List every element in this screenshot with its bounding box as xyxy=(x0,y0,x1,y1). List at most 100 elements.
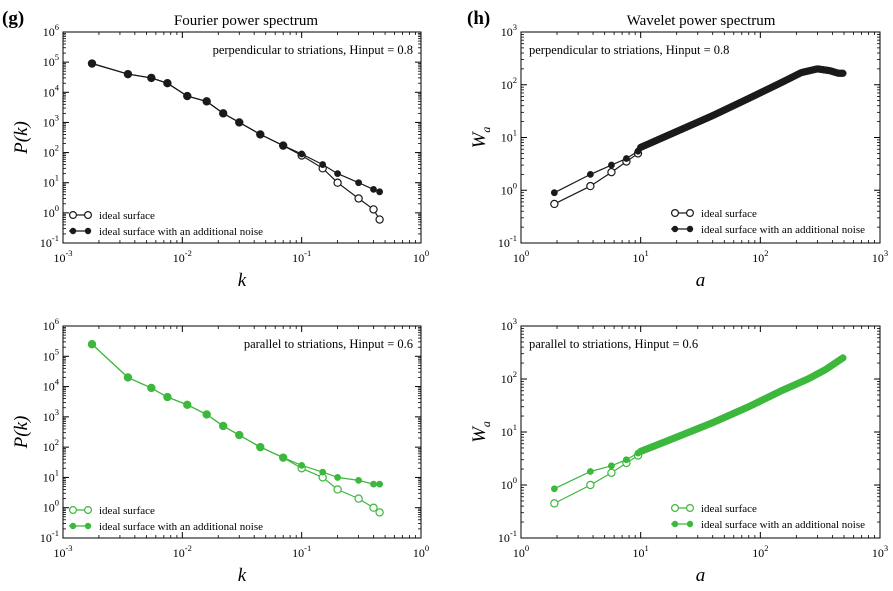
legend-marker xyxy=(670,504,679,513)
data-point xyxy=(634,449,642,457)
dense-data-point xyxy=(839,69,847,77)
series-line-2 xyxy=(91,343,380,485)
plot-wavelet-perpendicular: 100 101 102 10310-1100101102103aWaperpendic… xyxy=(469,22,888,291)
data-point xyxy=(219,422,227,430)
plot-wavelet-parallel: 100 101 102 10310-1100101102103aWaparallel … xyxy=(469,316,888,586)
x-axis-label: k xyxy=(238,270,247,291)
data-point xyxy=(586,468,594,475)
plot-frame xyxy=(62,325,422,539)
legend-marker xyxy=(69,227,77,235)
plot-fourier-perpendicular: 10-3 10-2 10-1 100 10-1 100 101 102 103 104 105 106… xyxy=(11,22,429,291)
x-tick-label: 10-2 xyxy=(173,248,192,265)
data-point xyxy=(124,70,132,78)
legend-marker xyxy=(84,227,92,235)
y-tick-label: 102 xyxy=(501,369,517,386)
data-point xyxy=(550,189,558,197)
legend-label: ideal surface with an additional noise xyxy=(701,519,865,531)
panel-label-h: (h) xyxy=(467,8,490,29)
annotation-text: perpendicular to striations, Hinput = 0.… xyxy=(213,43,413,57)
y-axis-label: Wa xyxy=(469,127,493,149)
legend-label: ideal surface with an additional noise xyxy=(99,226,263,238)
data-point xyxy=(319,161,327,168)
x-axis-label: k xyxy=(238,565,247,586)
x-tick-label: 10-1 xyxy=(292,248,311,265)
y-tick-label: 10-1 xyxy=(498,528,517,545)
data-point xyxy=(319,468,327,476)
y-tick-label: 104 xyxy=(43,377,60,394)
legend-label: ideal surface xyxy=(99,505,155,517)
panel-title-h: Wavelet power spectrum xyxy=(627,13,776,29)
x-tick-label: 10-3 xyxy=(53,543,72,560)
data-point xyxy=(235,431,243,439)
y-tick-label: 101 xyxy=(43,467,59,484)
data-point xyxy=(550,199,559,209)
y-tick-label: 102 xyxy=(43,143,59,160)
data-point xyxy=(375,215,384,224)
y-tick-label: 106 xyxy=(43,316,59,333)
x-axis-label: a xyxy=(696,270,706,291)
data-point xyxy=(235,119,243,126)
legend-marker xyxy=(83,211,92,220)
data-point xyxy=(88,60,96,67)
legend-label: ideal surface xyxy=(99,210,155,222)
x-tick-label: 100 xyxy=(413,543,429,560)
data-point xyxy=(298,461,306,469)
x-tick-label: 101 xyxy=(633,543,649,560)
legend-marker xyxy=(68,506,77,515)
annotation-text: perpendicular to striations, Hinput = 0.… xyxy=(529,43,729,57)
data-point xyxy=(279,454,287,462)
data-point xyxy=(607,468,616,477)
legend-marker xyxy=(686,225,694,233)
y-tick-label: 105 xyxy=(43,52,59,69)
data-point xyxy=(183,401,191,409)
series-line-2 xyxy=(91,62,380,193)
data-point xyxy=(355,179,363,187)
y-axis-label: P(k) xyxy=(11,121,32,155)
annotation-text: parallel to striations, Hinput = 0.6 xyxy=(529,337,698,351)
data-point xyxy=(370,186,377,193)
x-tick-label: 10-2 xyxy=(173,543,192,560)
data-point xyxy=(147,74,155,82)
x-tick-label: 102 xyxy=(752,543,768,560)
data-point xyxy=(608,161,615,169)
y-tick-label: 105 xyxy=(43,346,59,363)
legend-label: ideal surface xyxy=(701,503,757,515)
series-line-1 xyxy=(91,62,381,220)
y-tick-label: 103 xyxy=(43,112,59,129)
data-point xyxy=(586,170,594,178)
legend-marker xyxy=(671,520,679,528)
data-point xyxy=(369,205,378,214)
legend-label: ideal surface with an additional noise xyxy=(701,224,865,236)
legend-marker xyxy=(84,522,92,530)
data-point xyxy=(355,476,363,484)
data-point xyxy=(375,508,384,517)
data-point xyxy=(183,92,191,100)
data-point xyxy=(334,474,341,481)
data-point xyxy=(607,167,616,177)
data-point xyxy=(298,150,306,158)
data-point xyxy=(333,485,342,494)
legend-marker xyxy=(68,211,77,220)
legend-label: ideal surface with an additional noise xyxy=(99,521,263,533)
y-tick-label: 100 xyxy=(501,475,517,492)
x-tick-label: 103 xyxy=(872,248,888,265)
x-tick-label: 100 xyxy=(513,543,529,560)
y-tick-label: 102 xyxy=(43,437,59,454)
y-tick-label: 101 xyxy=(501,422,517,439)
x-tick-label: 103 xyxy=(872,543,888,560)
y-tick-label: 10-1 xyxy=(40,233,59,250)
data-point xyxy=(256,131,264,138)
data-point xyxy=(586,480,595,490)
x-tick-label: 100 xyxy=(513,248,529,265)
plot-frame xyxy=(62,31,422,244)
data-point xyxy=(369,503,378,512)
data-point xyxy=(376,188,384,196)
data-point xyxy=(147,384,155,392)
y-tick-label: 104 xyxy=(43,82,60,99)
data-point xyxy=(219,109,227,117)
data-point xyxy=(634,147,642,155)
annotation-text: parallel to striations, Hinput = 0.6 xyxy=(244,337,413,351)
x-tick-label: 100 xyxy=(413,248,429,265)
data-point xyxy=(354,194,363,203)
legend-marker xyxy=(83,506,92,515)
